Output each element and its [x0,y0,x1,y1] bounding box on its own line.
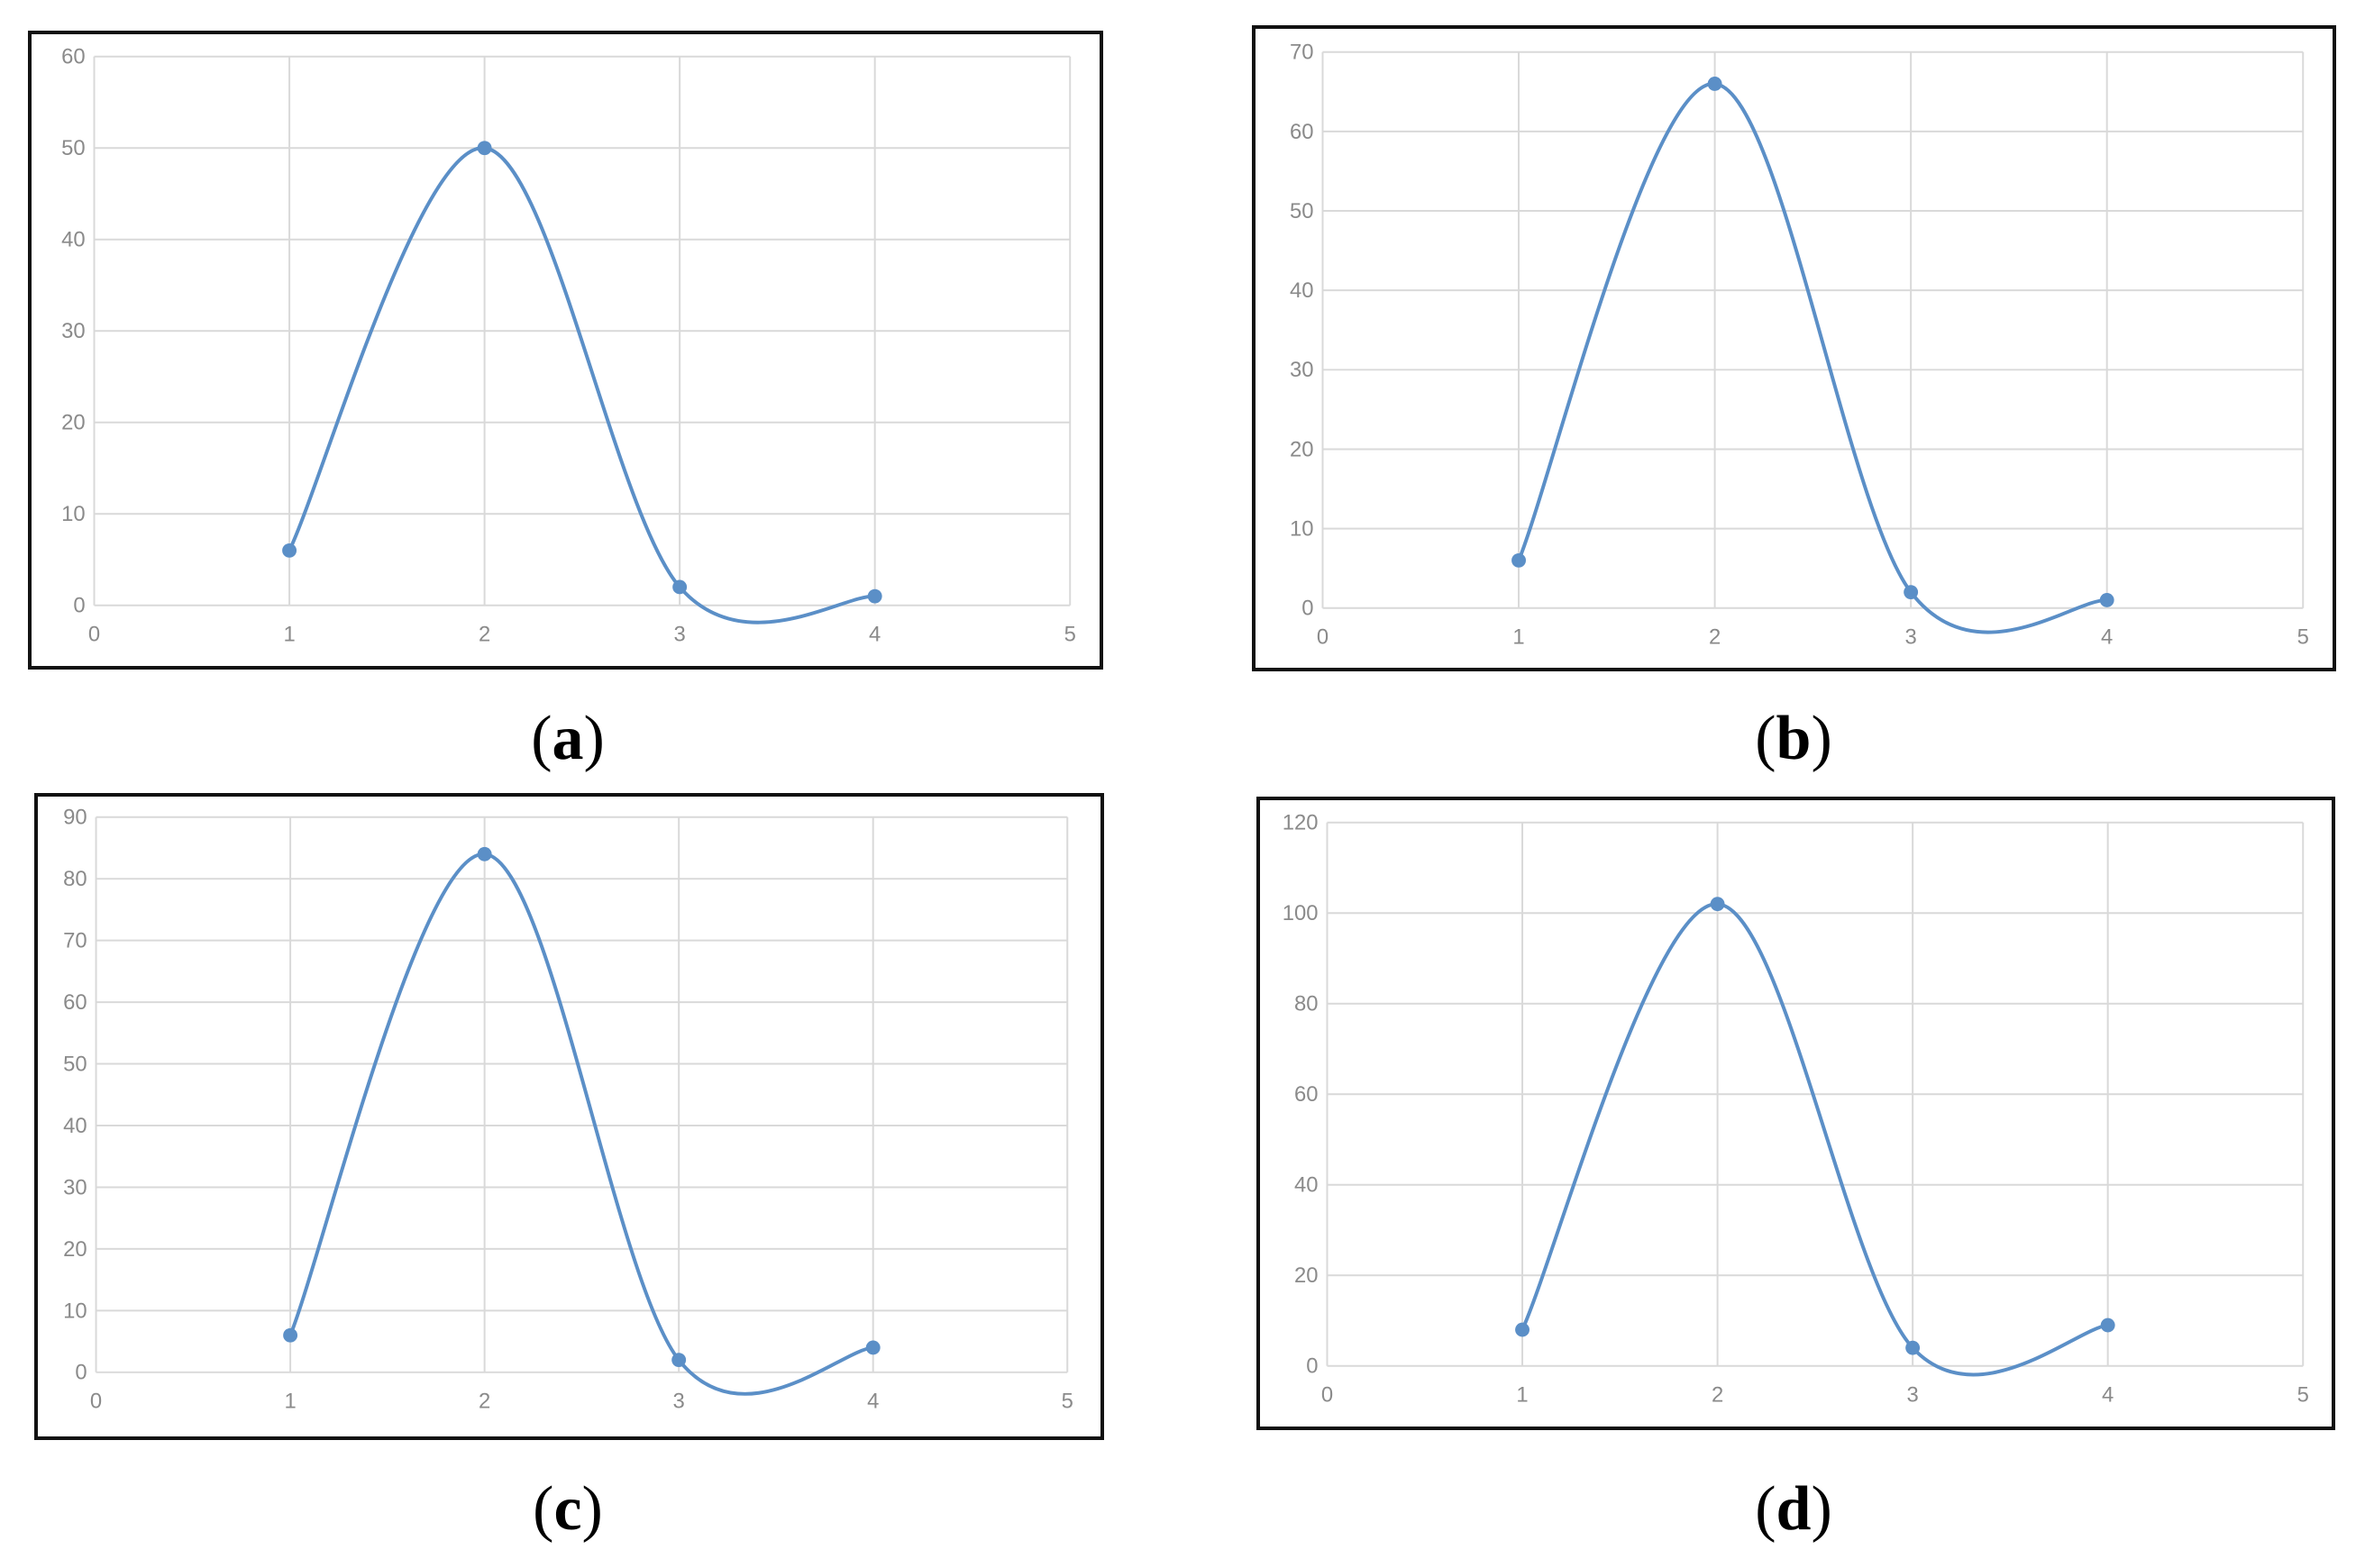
x-tick-label: 3 [1905,624,1917,649]
data-point [2099,593,2114,607]
gridlines [93,55,1072,606]
caption-c: (c) [533,1474,603,1544]
y-tick-label: 30 [63,1175,87,1199]
x-tick-label: 5 [2297,624,2309,649]
chart-panel-d: 0 20 40 60 80 100 120 0 1 2 3 4 5 [1256,797,2335,1430]
x-tick-label: 3 [674,622,686,646]
x-tick-label: 4 [869,622,881,646]
x-tick-label: 2 [479,622,490,646]
caption-d: (d) [1755,1474,1832,1544]
y-tick-label: 10 [1290,517,1313,542]
x-tick-label: 2 [1712,1382,1723,1407]
y-tick-label: 120 [1283,811,1319,835]
y-tick-label: 50 [63,1053,87,1077]
data-point [865,1340,881,1355]
x-tick-label: 1 [284,1389,296,1413]
y-tick-label: 60 [1290,120,1313,144]
chart-panel-b: 0 10 20 30 40 50 60 70 0 1 2 3 4 5 [1252,25,2336,671]
data-point [2100,1317,2115,1333]
x-tick-label: 1 [1512,624,1524,649]
caption-a: (a) [531,704,605,773]
gridlines [1326,821,2305,1367]
chart-panel-c: 0 10 20 30 40 50 60 70 80 90 0 1 2 3 4 5 [34,793,1104,1440]
chart-panel-a: 0 10 20 30 40 50 60 0 1 2 3 4 5 [28,31,1103,670]
y-tick-label: 0 [73,594,85,618]
x-tick-label: 2 [479,1389,490,1413]
y-tick-label: 20 [61,411,85,435]
data-point [282,542,297,558]
y-tick-label: 40 [1294,1173,1319,1198]
x-tick-label: 0 [1321,1382,1333,1407]
series-line [288,852,875,1396]
y-tick-label: 50 [61,136,85,160]
y-tick-label: 60 [1294,1082,1319,1107]
data-point [867,588,882,604]
y-tick-label: 0 [75,1361,87,1385]
gridlines [95,816,1069,1373]
x-tick-label: 3 [673,1389,685,1413]
y-tick-label: 60 [63,990,87,1015]
line-chart-c: 0 10 20 30 40 50 60 70 80 90 0 1 2 3 4 5 [63,806,1073,1414]
x-tick-label: 5 [2297,1382,2309,1407]
caption-letter-b: b [1776,704,1812,773]
x-tick-label: 4 [867,1389,879,1413]
x-tick-label: 5 [1064,622,1076,646]
data-point [1511,552,1526,568]
x-tick-label: 1 [283,622,295,646]
y-tick-label: 50 [1290,199,1313,223]
x-tick-label: 4 [2101,624,2113,649]
caption-b: (b) [1755,704,1832,773]
y-tick-label: 60 [61,45,85,69]
line-chart-b: 0 10 20 30 40 50 60 70 0 1 2 3 4 5 [1290,41,2309,650]
x-tick-label: 0 [90,1389,102,1413]
y-tick-label: 20 [1290,437,1313,461]
y-tick-label: 0 [1301,597,1313,621]
y-tick-label: 20 [63,1237,87,1262]
y-tick-label: 100 [1283,901,1319,925]
series-line [1517,81,2109,634]
y-tick-label: 70 [63,929,87,953]
x-tick-label: 5 [1062,1389,1073,1413]
y-tick-label: 0 [1306,1354,1318,1379]
y-tick-label: 10 [63,1299,87,1323]
data-point [1515,1322,1529,1337]
y-tick-label: 40 [61,228,85,252]
line-chart-a: 0 10 20 30 40 50 60 0 1 2 3 4 5 [61,45,1076,647]
y-tick-label: 40 [63,1114,87,1138]
caption-letter-a: a [552,704,584,773]
y-tick-label: 30 [1290,358,1313,382]
data-point [1707,77,1722,91]
data-point [672,579,688,595]
y-tick-label: 80 [63,867,87,891]
y-tick-label: 40 [1290,278,1313,303]
data-point [1905,1340,1921,1355]
x-tick-label: 2 [1709,624,1721,649]
gridlines [1321,50,2305,609]
data-point [1904,585,1919,600]
series-line [288,146,877,624]
y-tick-label: 90 [63,806,87,830]
y-tick-label: 10 [61,502,85,526]
y-tick-label: 30 [61,319,85,343]
line-chart-d: 0 20 40 60 80 100 120 0 1 2 3 4 5 [1283,811,2309,1408]
x-tick-label: 4 [2102,1382,2114,1407]
data-point [671,1353,687,1368]
x-tick-label: 1 [1516,1382,1528,1407]
series-line [1520,902,2110,1377]
caption-letter-d: d [1776,1474,1812,1544]
x-tick-label: 0 [88,622,100,646]
data-point [477,846,492,861]
y-tick-label: 80 [1294,992,1319,1016]
x-tick-label: 3 [1907,1382,1919,1407]
caption-letter-c: c [553,1474,582,1544]
y-tick-label: 70 [1290,41,1313,65]
y-tick-label: 20 [1294,1263,1319,1288]
data-point [477,141,492,156]
data-point [283,1327,298,1343]
data-point [1710,897,1725,912]
x-tick-label: 0 [1317,624,1329,649]
